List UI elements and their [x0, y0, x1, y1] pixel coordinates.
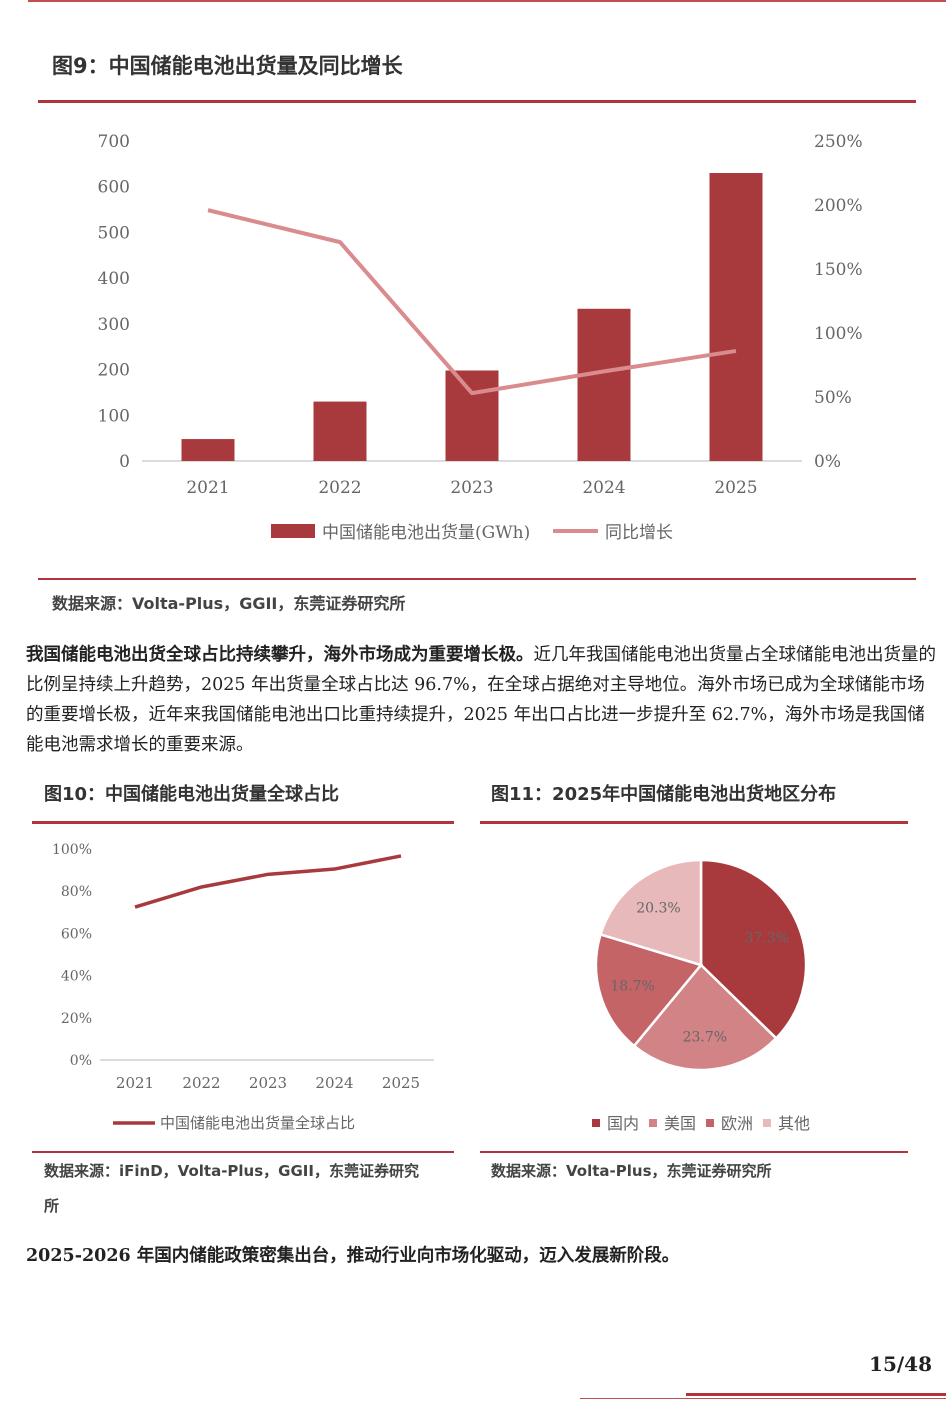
fig11-chart: 37.3% 23.7% 18.7% 20.3% 国内 美国 欧洲 其他: [592, 858, 810, 1133]
fig9-title: 图9：中国储能电池出货量及同比增长: [52, 54, 403, 78]
fig10-top-rule: [32, 821, 454, 824]
fig9-y2-tick-label: 50%: [814, 388, 852, 408]
fig10-bottom-rule: [32, 1151, 454, 1153]
fig9-x-tick-label: 2021: [186, 478, 229, 498]
fig9-growth-line: [207, 208, 737, 396]
fig11-legend-swatch: [592, 1119, 600, 1127]
paragraph-1: 我国储能电池出货全球占比持续攀升，海外市场成为重要增长极。近几年我国储能电池出货…: [26, 640, 936, 760]
fig10-x-tick-label: 2021: [116, 1074, 154, 1092]
fig11-legend-swatch: [763, 1119, 771, 1127]
fig11-title: 图11：2025年中国储能电池出货地区分布: [491, 784, 837, 805]
fig11-legend-swatch: [706, 1119, 714, 1127]
fig9-x-tick-label: 2022: [318, 478, 361, 498]
fig9-y2-tick-label: 150%: [814, 260, 863, 280]
fig9-y-tick-label: 500: [98, 223, 130, 243]
fig11-slice-label: 20.3%: [636, 901, 680, 917]
fig9-legend-line-label: 同比增长: [605, 523, 673, 543]
fig11-slice-2: [594, 932, 704, 1048]
fig9-y-tick-label: 300: [98, 315, 130, 335]
fig10-share-line: [134, 854, 402, 909]
fig9-y2-tick-label: 250%: [814, 132, 863, 152]
fig9-y-tick-label: 400: [98, 269, 130, 289]
fig11-slice-label: 23.7%: [683, 1029, 727, 1045]
fig11-slice-0: [699, 858, 808, 1041]
fig9-y2-tick-label: 200%: [814, 196, 863, 216]
fig9-legend-bar-swatch: [271, 524, 315, 538]
fig11-bottom-rule: [480, 1151, 908, 1153]
fig9-x-tick-label: 2023: [450, 478, 493, 498]
footer-rule-thin: [580, 1398, 946, 1399]
fig10-chart: 0% 20% 40% 60% 80% 100% 2021 2022 2023 2024 2025 中国…: [52, 842, 434, 1132]
fig9-y-tick-label: 0: [119, 452, 130, 472]
fig10-legend-label: 中国储能电池出货量全球占比: [160, 1114, 355, 1132]
fig10-y-tick-label: 40%: [61, 969, 92, 985]
fig9-bar: [709, 173, 763, 461]
fig11-slice-label: 37.3%: [745, 930, 789, 946]
paragraph-1-body: 近几年我国储能电池出货量占全球储能电池出货量的比例呈持续上升趋势，2025 年出…: [26, 645, 936, 755]
fig10-y-tick-label: 100%: [52, 842, 92, 858]
fig11-slice-1: [632, 963, 778, 1072]
fig11-top-rule: [480, 821, 908, 824]
fig9-y2-tick-label: 0%: [814, 452, 841, 472]
fig11-legend-swatch: [649, 1119, 657, 1127]
fig9-bar: [445, 370, 499, 461]
fig10-x-tick-label: 2025: [382, 1074, 420, 1092]
fig9-bar: [577, 308, 631, 461]
fig11-legend-label: 美国: [664, 1114, 696, 1133]
fig11-source: 数据来源：Volta-Plus，东莞证券研究所: [491, 1162, 772, 1180]
fig9-bar: [181, 439, 235, 461]
fig9-source: 数据来源：Volta-Plus，GGII，东莞证券研究所: [52, 594, 406, 613]
fig11-legend-label: 国内: [607, 1114, 639, 1133]
fig11-legend-label: 其他: [778, 1114, 810, 1133]
fig9-y-tick-label: 200: [98, 361, 130, 381]
fig10-y-tick-label: 60%: [61, 926, 92, 942]
fig10-x-tick-label: 2022: [182, 1074, 220, 1092]
fig9-y-tick-label: 700: [98, 132, 130, 152]
fig10-source-line1: 数据来源：iFinD，Volta-Plus，GGII，东莞证券研究: [44, 1162, 419, 1180]
fig9-legend-bar-label: 中国储能电池出货量(GWh): [322, 523, 530, 543]
fig9-chart: 0 100 200 300 400 500 600 700 0% 50% 100% 150% 200% 2…: [98, 132, 863, 543]
fig10-x-tick-label: 2024: [315, 1074, 353, 1092]
fig10-title: 图10：中国储能电池出货量全球占比: [44, 784, 340, 805]
fig10-x-tick-label: 2023: [249, 1074, 287, 1092]
fig9-x-tick-label: 2024: [582, 478, 625, 498]
fig10-y-tick-label: 20%: [61, 1011, 92, 1027]
paragraph-2: 2025-2026 年国内储能政策密集出台，推动行业向市场化驱动，迈入发展新阶段…: [26, 1241, 936, 1271]
page-number: 15/48: [869, 1352, 932, 1376]
fig9-y-tick-label: 100: [98, 406, 130, 426]
paragraph-2-lead: 2025-2026 年国内储能政策密集出台，推动行业向市场化驱动，迈入发展新阶段…: [26, 1246, 680, 1266]
fig9-top-rule: [38, 100, 916, 103]
fig9-bar: [313, 401, 367, 461]
fig11-legend-label: 欧洲: [721, 1114, 753, 1133]
fig11-slice-label: 18.7%: [610, 979, 654, 995]
fig9-x-tick-label: 2025: [714, 478, 757, 498]
fig10-y-tick-label: 0%: [70, 1053, 92, 1069]
paragraph-1-lead: 我国储能电池出货全球占比持续攀升，海外市场成为重要增长极。: [26, 645, 534, 665]
fig9-bottom-rule: [38, 578, 916, 580]
footer-rule-thick: [686, 1393, 946, 1396]
top-rule: [28, 0, 946, 2]
fig10-source-line2: 所: [44, 1197, 60, 1215]
fig9-y-tick-label: 600: [98, 178, 130, 198]
fig9-y2-tick-label: 100%: [814, 324, 863, 344]
fig11-slice-3: [598, 858, 703, 967]
fig10-y-tick-label: 80%: [61, 884, 92, 900]
